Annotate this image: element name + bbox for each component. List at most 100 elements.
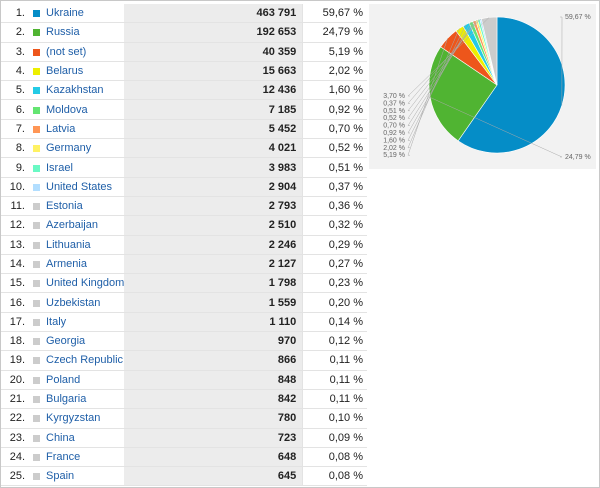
country-link[interactable]: Bulgaria — [46, 393, 87, 406]
series-color-swatch — [33, 48, 40, 56]
row-visits: 780 — [124, 408, 303, 429]
country-link[interactable]: France — [46, 450, 81, 463]
row-country: Lithuania — [29, 235, 125, 255]
country-link[interactable]: Russia — [46, 26, 80, 39]
pie-leader-line — [560, 16, 563, 106]
series-color-swatch — [33, 299, 40, 307]
row-visits: 15 663 — [124, 61, 303, 82]
pie-slice-label: 1,60 % — [383, 137, 405, 144]
country-link[interactable]: Ukraine — [46, 7, 84, 20]
row-rank: 12. — [1, 215, 29, 236]
row-country: Belarus — [29, 61, 125, 82]
row-percent: 1,60 % — [302, 80, 367, 101]
country-link[interactable]: Belarus — [46, 65, 84, 78]
country-link[interactable]: Germany — [46, 142, 92, 155]
country-link[interactable]: Uzbekistan — [46, 296, 101, 309]
row-rank: 9. — [1, 157, 29, 178]
row-rank: 21. — [1, 389, 29, 410]
row-rank: 5. — [1, 80, 29, 101]
row-visits: 5 452 — [124, 119, 303, 140]
row-country: United States — [29, 177, 125, 197]
row-rank: 18. — [1, 331, 29, 352]
row-country: Kyrgyzstan — [29, 408, 125, 429]
row-percent: 2,02 % — [302, 61, 367, 82]
country-link[interactable]: Azerbaijan — [46, 219, 98, 232]
row-rank: 20. — [1, 370, 29, 390]
series-color-swatch — [33, 203, 40, 211]
row-rank: 23. — [1, 428, 29, 448]
row-visits: 7 185 — [124, 99, 303, 120]
row-percent: 0,32 % — [302, 215, 367, 236]
country-link[interactable]: Kyrgyzstan — [46, 412, 101, 425]
pie-slice-label: 0,51 % — [383, 108, 405, 115]
table-row: 13. Lithuania 2 246 0,29 % — [1, 235, 367, 255]
country-link[interactable]: (not set) — [46, 45, 87, 58]
row-visits: 3 983 — [124, 157, 303, 178]
table-row: 1. Ukraine 463 791 59,67 % — [1, 4, 367, 24]
row-visits: 1 559 — [124, 292, 303, 313]
series-color-swatch — [33, 68, 40, 76]
country-link[interactable]: Poland — [46, 373, 81, 386]
row-country: Israel — [29, 157, 125, 178]
row-rank: 22. — [1, 408, 29, 429]
row-percent: 0,08 % — [302, 466, 367, 487]
row-percent: 0,70 % — [302, 119, 367, 140]
pie-leader-line — [407, 28, 460, 149]
country-link[interactable]: Lithuania — [46, 238, 91, 251]
pie-slice-label: 2,02 % — [383, 145, 405, 152]
series-color-swatch — [33, 434, 40, 442]
row-percent: 0,11 % — [302, 350, 367, 371]
row-percent: 59,67 % — [302, 4, 367, 24]
row-visits: 648 — [124, 447, 303, 468]
country-link[interactable]: Israel — [46, 161, 73, 174]
country-link[interactable]: Georgia — [46, 335, 86, 348]
country-link[interactable]: Estonia — [46, 200, 83, 213]
table-row: 10. United States 2 904 0,37 % — [1, 177, 367, 197]
row-percent: 0,10 % — [302, 408, 367, 429]
table-row: 22. Kyrgyzstan 780 0,10 % — [1, 408, 367, 429]
row-visits: 1 110 — [124, 312, 303, 333]
row-rank: 2. — [1, 22, 29, 43]
table-row: 7. Latvia 5 452 0,70 % — [1, 119, 367, 140]
row-rank: 13. — [1, 235, 29, 255]
row-country: Russia — [29, 22, 125, 43]
row-country: Czech Republic — [29, 350, 125, 371]
country-link[interactable]: Spain — [46, 470, 75, 483]
row-rank: 11. — [1, 196, 29, 217]
row-percent: 0,52 % — [302, 138, 367, 159]
row-percent: 0,12 % — [302, 331, 367, 352]
series-color-swatch — [33, 338, 40, 346]
table-row: 23. China 723 0,09 % — [1, 428, 367, 448]
row-percent: 24,79 % — [302, 22, 367, 43]
row-rank: 4. — [1, 61, 29, 82]
pie-slice[interactable] — [457, 16, 566, 154]
row-visits: 2 246 — [124, 235, 303, 255]
pie-leader-line — [407, 38, 448, 156]
country-link[interactable]: China — [46, 431, 75, 444]
pie-slice-label: 5,19 % — [383, 152, 405, 159]
series-color-swatch — [33, 10, 40, 18]
country-link[interactable]: Italy — [46, 315, 67, 328]
row-rank: 17. — [1, 312, 29, 333]
table-row: 8. Germany 4 021 0,52 % — [1, 138, 367, 159]
pie-leader-line — [407, 24, 467, 141]
pie-chart: 59,67 %24,79 %3,70 %0,37 %0,51 %0,52 %0,… — [383, 14, 591, 161]
row-rank: 10. — [1, 177, 29, 197]
row-country: Azerbaijan — [29, 215, 125, 236]
country-link[interactable]: Latvia — [46, 122, 76, 135]
country-link[interactable]: Moldova — [46, 103, 88, 116]
country-link[interactable]: Armenia — [46, 258, 87, 270]
row-percent: 0,92 % — [302, 99, 367, 120]
country-link[interactable]: Czech Republic — [46, 354, 124, 367]
row-percent: 0,29 % — [302, 235, 367, 255]
pie-slice-label: 24,79 % — [565, 154, 591, 161]
series-color-swatch — [33, 376, 40, 384]
row-visits: 4 021 — [124, 138, 303, 159]
row-percent: 0,09 % — [302, 428, 367, 448]
country-link[interactable]: United States — [46, 180, 113, 193]
country-link[interactable]: United Kingdom — [46, 277, 125, 290]
row-country: Moldova — [29, 99, 125, 120]
row-country: Georgia — [29, 331, 125, 352]
country-link[interactable]: Kazakhstan — [46, 84, 104, 97]
series-color-swatch — [33, 87, 40, 95]
